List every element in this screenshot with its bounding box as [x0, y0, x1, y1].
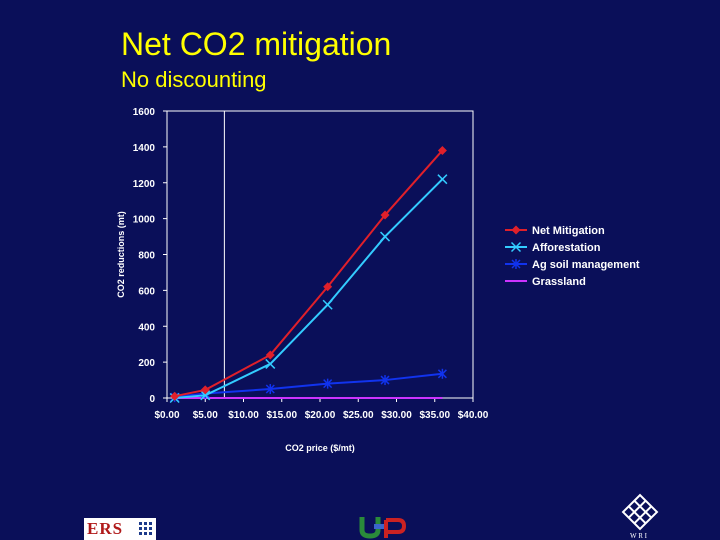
data-point	[511, 225, 521, 235]
legend-label: Net Mitigation	[532, 225, 605, 237]
y-tick-label: 1000	[133, 215, 156, 226]
series-net-mitigation	[170, 145, 447, 401]
wri-logo-text: W R I	[630, 532, 648, 540]
data-point	[437, 174, 448, 185]
ers-logo-text: ERS	[87, 519, 124, 538]
data-point	[380, 210, 390, 220]
plot-area	[166, 110, 474, 399]
x-tick-label: $0.00	[154, 410, 179, 421]
x-tick-label: $40.00	[458, 410, 489, 421]
data-point	[170, 391, 180, 401]
legend-item-grassland: Grassland	[505, 276, 586, 288]
legend-label: Grassland	[532, 276, 586, 288]
y-tick-label: 800	[138, 251, 155, 262]
x-tick-label: $15.00	[266, 410, 297, 421]
y-axis-title: CO2 reductions (mt)	[116, 211, 126, 298]
data-point	[265, 350, 275, 360]
legend-item-afforestation: Afforestation	[505, 241, 601, 254]
x-axis-title: CO2 price ($/mt)	[285, 443, 355, 453]
data-point	[380, 375, 390, 386]
data-point	[510, 241, 522, 253]
x-tick-label: $25.00	[343, 410, 374, 421]
dot-grid-icon	[139, 522, 152, 535]
data-point	[437, 145, 447, 155]
y-tick-label: 1200	[133, 179, 156, 190]
y-tick-label: 400	[138, 322, 155, 333]
x-tick-label: $5.00	[193, 410, 218, 421]
data-point	[323, 378, 333, 389]
series-line-net-mitigation	[174, 149, 444, 398]
y-tick-label: 1600	[133, 107, 156, 118]
x-tick-label: $20.00	[305, 410, 336, 421]
data-point	[323, 282, 333, 292]
data-point	[511, 259, 521, 269]
legend-item-net-mitigation: Net Mitigation	[505, 225, 605, 237]
x-tick-label: $30.00	[381, 410, 412, 421]
legend-label: Ag soil management	[532, 259, 640, 271]
data-point	[322, 299, 333, 310]
data-point	[265, 358, 276, 369]
legend-item-ag-soil-management: Ag soil management	[505, 259, 640, 271]
data-point	[437, 368, 447, 379]
slide-title: Net CO2 mitigation	[121, 26, 392, 62]
series-line-ag-soil-management	[174, 372, 443, 399]
data-point	[200, 385, 210, 395]
y-tick-label: 600	[138, 286, 155, 297]
legend-label: Afforestation	[532, 242, 601, 254]
slide-subtitle: No discounting	[121, 67, 267, 92]
data-point	[379, 231, 391, 242]
ers-logo: ERS	[84, 518, 156, 540]
series-line-afforestation	[174, 178, 444, 399]
data-point	[265, 384, 275, 395]
x-tick-label: $35.00	[419, 410, 450, 421]
data-point	[200, 390, 211, 401]
y-tick-label: 1400	[133, 143, 156, 154]
wri-logo: W R I	[621, 493, 659, 540]
y-tick-label: 200	[138, 358, 155, 369]
x-tick-label: $10.00	[228, 410, 259, 421]
center-logo-icon	[358, 514, 410, 540]
y-tick-label: 0	[149, 394, 155, 405]
